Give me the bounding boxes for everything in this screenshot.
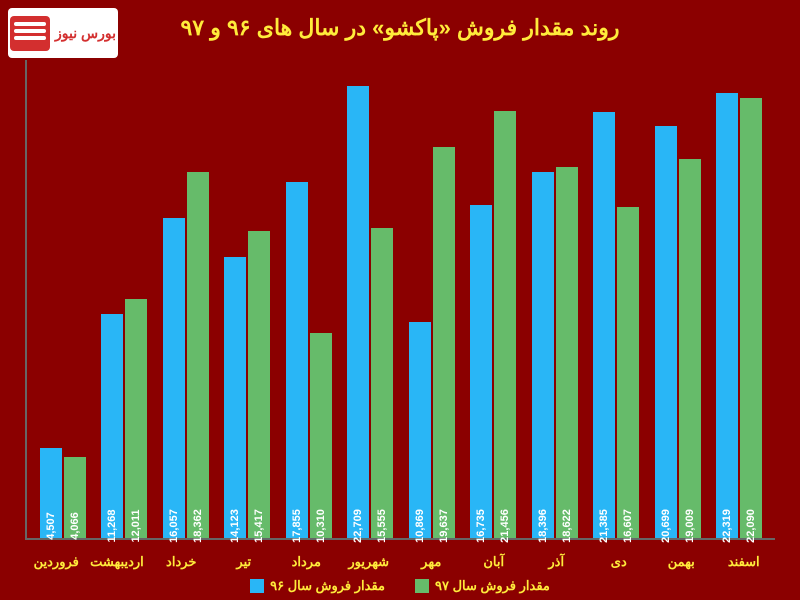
legend-box-green — [415, 579, 429, 593]
bar-series2: 21,456 — [494, 111, 516, 538]
x-label: تیر — [219, 554, 269, 570]
x-label: آبان — [469, 554, 519, 570]
bar-group: 14,12315,417 — [224, 60, 270, 538]
bar-value-label: 16,735 — [475, 509, 487, 543]
bar-series2: 15,555 — [371, 228, 393, 538]
bar-series2: 18,362 — [187, 172, 209, 538]
bar-value-label: 19,009 — [684, 509, 696, 543]
bar-value-label: 17,855 — [291, 509, 303, 543]
bar-value-label: 11,268 — [106, 509, 118, 542]
x-label: شهریور — [344, 554, 394, 570]
bar-series2: 19,637 — [433, 147, 455, 538]
bar-value-label: 22,090 — [745, 509, 757, 543]
x-label: مرداد — [281, 554, 331, 570]
bar-series1: 22,319 — [716, 93, 738, 538]
x-label: مهر — [406, 554, 456, 570]
bar-value-label: 15,555 — [376, 509, 388, 543]
bar-group: 20,69919,009 — [655, 60, 701, 538]
x-label: خرداد — [156, 554, 206, 570]
logo-icon — [10, 16, 50, 51]
bar-group: 16,73521,456 — [470, 60, 516, 538]
x-axis-labels: فروردین اردیبهشت خرداد تیر مرداد شهریور مهر آبا… — [25, 554, 775, 570]
bar-series1: 18,396 — [532, 172, 554, 538]
bar-series1: 11,268 — [101, 314, 123, 538]
x-label: دی — [594, 554, 644, 570]
bar-value-label: 4,507 — [45, 512, 57, 540]
bar-series2: 16,607 — [617, 207, 639, 538]
x-label: اسفند — [719, 554, 769, 570]
bar-value-label: 10,869 — [414, 509, 426, 543]
legend-item-1: مقدار فروش سال ۹۶ — [250, 578, 385, 594]
bar-group: 16,05718,362 — [163, 60, 209, 538]
bar-value-label: 21,456 — [499, 509, 511, 543]
bar-group: 10,86919,637 — [409, 60, 455, 538]
bar-series1: 21,385 — [593, 112, 615, 538]
bar-series2: 15,417 — [248, 231, 270, 538]
bars-container: 4,507 4,066 11,26812,011 16,05718,362 14,123… — [27, 60, 775, 538]
bar-series2: 10,310 — [310, 333, 332, 538]
legend-box-blue — [250, 579, 264, 593]
bar-value-label: 21,385 — [598, 509, 610, 543]
legend-label-2: مقدار فروش سال ۹۷ — [435, 578, 550, 594]
bar-series2: 22,090 — [740, 98, 762, 538]
bar-value-label: 22,709 — [352, 509, 364, 543]
legend-label-1: مقدار فروش سال ۹۶ — [270, 578, 385, 594]
chart-area: 4,5074,06611,26812,01116,05718,36214,123… — [25, 60, 775, 540]
bar-series1: 4,507 — [40, 448, 62, 538]
bar-value-label: 4,066 — [69, 512, 81, 540]
bar-group: 21,38516,607 — [593, 60, 639, 538]
bar-series1: 20,699 — [655, 126, 677, 538]
bar-value-label: 14,123 — [229, 509, 241, 543]
bar-value-label: 10,310 — [315, 509, 327, 543]
bar-value-label: 15,417 — [253, 509, 265, 543]
bar-group: 22,31922,090 — [716, 60, 762, 538]
bar-value-label: 16,607 — [622, 509, 634, 543]
bar-value-label: 20,699 — [660, 509, 672, 543]
legend: مقدار فروش سال ۹۶ مقدار فروش سال ۹۷ — [0, 578, 800, 594]
x-label: فروردین — [31, 554, 81, 570]
bar-value-label: 18,622 — [561, 509, 573, 543]
bar-value-label: 18,396 — [537, 509, 549, 543]
bar-group: 17,85510,310 — [286, 60, 332, 538]
bar-series1: 16,057 — [163, 218, 185, 538]
bar-group: 4,507 4,066 — [40, 60, 86, 538]
bar-series2: 19,009 — [679, 159, 701, 538]
bar-series1: 22,709 — [347, 86, 369, 538]
x-label: بهمن — [656, 554, 706, 570]
bar-group: 18,39618,622 — [532, 60, 578, 538]
bar-series2: 18,622 — [556, 167, 578, 538]
bar-series2: 12,011 — [125, 299, 147, 538]
logo-text: بورس نیوز — [55, 25, 116, 42]
bar-group: 11,26812,011 — [101, 60, 147, 538]
bar-group: 22,70915,555 — [347, 60, 393, 538]
bar-series1: 17,855 — [286, 182, 308, 538]
x-label: اردیبهشت — [94, 554, 144, 570]
bar-series2: 4,066 — [64, 457, 86, 538]
bar-value-label: 12,011 — [130, 509, 142, 542]
bar-value-label: 19,637 — [438, 509, 450, 543]
bar-value-label: 18,362 — [192, 509, 204, 543]
bar-series1: 10,869 — [409, 322, 431, 538]
chart-title: روند مقدار فروش «پاکشو» در سال های ۹۶ و … — [0, 0, 800, 51]
bar-value-label: 22,319 — [721, 509, 733, 543]
x-label: آذر — [531, 554, 581, 570]
bar-series1: 14,123 — [224, 257, 246, 538]
bar-value-label: 16,057 — [168, 509, 180, 543]
logo: بورس نیوز — [8, 8, 118, 58]
bar-series1: 16,735 — [470, 205, 492, 538]
legend-item-2: مقدار فروش سال ۹۷ — [415, 578, 550, 594]
